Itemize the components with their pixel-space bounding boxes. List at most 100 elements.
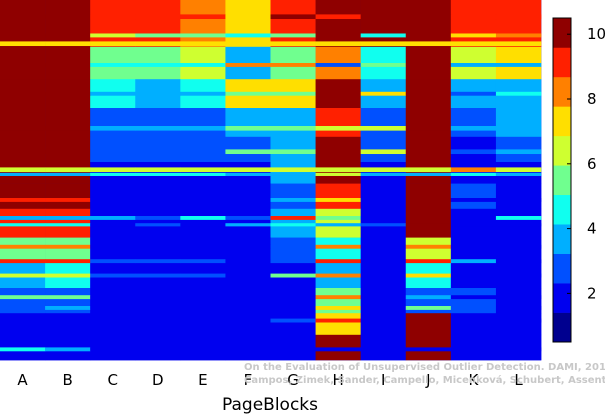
heatmap-cell <box>315 108 361 138</box>
colorbar-tick-label: 2 <box>587 284 597 302</box>
heatmap-line-cell <box>360 295 407 300</box>
heatmap-line-cell <box>90 33 136 38</box>
heatmap-cell <box>135 183 181 210</box>
heatmap-line-cell <box>180 91 226 96</box>
heatmap-line-cell <box>45 167 91 173</box>
heatmap-line-cell <box>360 273 407 278</box>
heatmap-line-cell <box>495 216 542 220</box>
heatmap-line-cell <box>90 172 136 176</box>
colorbar-segment <box>553 106 572 137</box>
heatmap-line-cell <box>315 172 361 176</box>
x-tick-label: G <box>287 371 299 389</box>
heatmap-line-cell <box>135 91 181 96</box>
heatmap-line-cell <box>90 41 136 47</box>
heatmap-line-cell <box>45 244 91 249</box>
heatmap-cell <box>180 108 226 138</box>
heatmap-line-cell <box>135 347 181 352</box>
heatmap-line-cell <box>180 198 226 202</box>
heatmap-cell <box>90 237 136 264</box>
heatmap-line-cell <box>315 306 361 310</box>
heatmap-line-cell <box>405 347 452 352</box>
heatmap-cell <box>405 183 452 210</box>
heatmap-cell <box>405 0 452 48</box>
colorbar: 2 4 6 8 10 <box>552 17 605 343</box>
heatmap-line-cell <box>0 63 46 67</box>
heatmap-line-cell <box>315 347 361 352</box>
x-tick-label: K <box>468 371 479 389</box>
heatmap-cell <box>0 183 46 210</box>
heatmap-line-cell <box>270 347 316 352</box>
heatmap-cell <box>360 108 407 138</box>
heatmap-line-cell <box>450 244 497 249</box>
heatmap-cell <box>495 313 542 336</box>
heatmap-line-cell <box>0 216 46 220</box>
x-tick-label: L <box>514 371 523 389</box>
heatmap-line-cell <box>90 306 136 310</box>
heatmap-line-cell <box>0 91 46 96</box>
heatmap-line-cell <box>360 244 407 249</box>
x-tick-label: F <box>244 371 253 389</box>
x-tick-label: I <box>381 371 385 389</box>
heatmap-line-cell <box>315 273 361 278</box>
heatmap-line-cell <box>270 91 316 96</box>
heatmap-line-cell <box>45 149 91 155</box>
heatmap-line-cell <box>90 318 136 323</box>
heatmap-cell <box>90 313 136 336</box>
heatmap-line-cell <box>225 167 271 173</box>
heatmap-line-cell <box>495 306 542 310</box>
heatmap-line-cell <box>405 63 452 67</box>
heatmap-line-cell <box>315 295 361 300</box>
heatmap-cell <box>225 108 271 138</box>
heatmap-cell <box>135 108 181 138</box>
heatmap-line-cell <box>45 223 91 227</box>
heatmap-cell <box>225 237 271 264</box>
heatmap-line-cell <box>360 223 407 227</box>
heatmap-line-cell <box>90 126 136 131</box>
heatmap-line-cell <box>495 91 542 96</box>
heatmap-line-cell <box>135 244 181 249</box>
heatmap-cell <box>0 108 46 138</box>
heatmap-line-cell <box>270 33 316 38</box>
heatmap-line-cell <box>450 347 497 352</box>
heatmap-line-cell <box>450 306 497 310</box>
heatmap-line-cell <box>45 259 91 264</box>
heatmap-line-cell <box>495 167 542 173</box>
heatmap-line-cell <box>45 306 91 310</box>
heatmap-line-cell <box>315 63 361 67</box>
heatmap-line-cell <box>270 41 316 47</box>
heatmap-line-cell <box>0 198 46 202</box>
colorbar-segment <box>553 253 572 284</box>
heatmap-line-cell <box>360 41 407 47</box>
watermark-line-1: On the Evaluation of Unsupervised Outlie… <box>244 362 605 373</box>
heatmap-line-cell <box>450 91 497 96</box>
heatmap-line-cell <box>495 14 542 20</box>
heatmap-line-cell <box>315 33 361 38</box>
heatmap-line-cell <box>405 306 452 310</box>
x-tick-label: E <box>198 371 207 389</box>
heatmap-line-cell <box>450 318 497 323</box>
heatmap-line-cell <box>0 14 46 20</box>
heatmap-line-cell <box>315 126 361 131</box>
heatmap-line-cell <box>405 198 452 202</box>
heatmap-line-cell <box>405 273 452 278</box>
heatmap-line-cell <box>90 273 136 278</box>
heatmap-line-cell <box>0 126 46 131</box>
heatmap-line-cell <box>0 223 46 227</box>
heatmap-line-cell <box>495 244 542 249</box>
x-tick-label: A <box>17 371 28 389</box>
heatmap-cell <box>180 183 226 210</box>
heatmap-line-cell <box>180 273 226 278</box>
heatmap-line-cell <box>225 63 271 67</box>
heatmap-line-cell <box>405 33 452 38</box>
heatmap-cell <box>315 237 361 264</box>
heatmap-line-cell <box>0 244 46 249</box>
heatmap-line-cell <box>315 259 361 264</box>
heatmap-line-cell <box>0 149 46 155</box>
heatmap-line-cell <box>495 172 542 176</box>
heatmap-cell <box>45 237 91 264</box>
heatmap-cell <box>180 237 226 264</box>
heatmap-line-cell <box>180 259 226 264</box>
x-tick-label: H <box>332 371 343 389</box>
heatmap-line-cell <box>135 126 181 131</box>
heatmap-line-cell <box>405 172 452 176</box>
